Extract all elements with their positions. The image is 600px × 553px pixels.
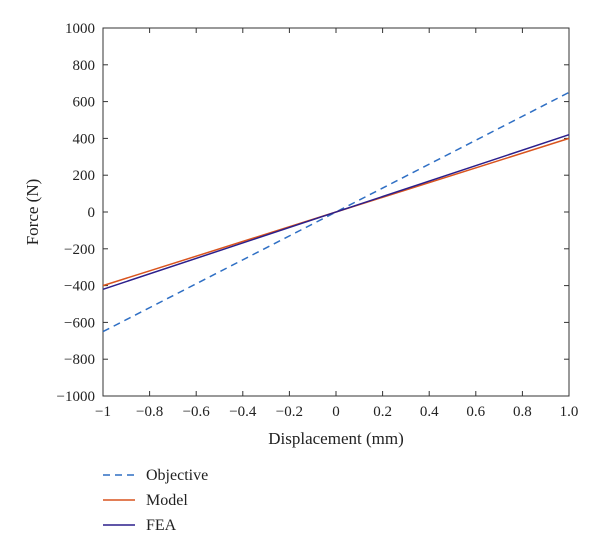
- x-axis-title: Displacement (mm): [268, 429, 404, 448]
- y-tick-label: 800: [73, 58, 96, 74]
- y-tick-label: 0: [88, 205, 96, 221]
- y-tick-label: 400: [73, 131, 96, 147]
- legend-label: FEA: [146, 517, 177, 534]
- y-tick-label: −200: [64, 242, 95, 258]
- y-tick-label: −400: [64, 279, 95, 295]
- x-tick-label: 0.6: [466, 404, 485, 420]
- x-tick-label: 1.0: [560, 404, 579, 420]
- y-tick-label: 600: [73, 95, 96, 111]
- y-tick-label: −1000: [57, 389, 95, 405]
- x-tick-label: 0.8: [513, 404, 532, 420]
- x-tick-label: −1: [95, 404, 111, 420]
- legend: Objective Model FEA: [103, 467, 208, 534]
- y-tick-label: 200: [73, 168, 96, 184]
- legend-label: Model: [146, 492, 188, 509]
- x-tick-label: −0.4: [229, 404, 257, 420]
- x-tick-label: −0.8: [136, 404, 163, 420]
- x-tick-label: 0.2: [373, 404, 392, 420]
- series-lines: [102, 91, 570, 333]
- x-tick-label: −0.2: [276, 404, 303, 420]
- y-axis-title: Force (N): [23, 179, 42, 246]
- axis-ticks: −1 −0.8 −0.6 −0.4 −0.2 0 0.2 0.4 0.6 0.8 1.0 −1000 −…: [57, 21, 579, 420]
- x-tick-label: 0.4: [420, 404, 439, 420]
- y-tick-label: −800: [64, 352, 95, 368]
- x-tick-label: −0.6: [183, 404, 211, 420]
- series-line-objective: [102, 91, 570, 333]
- x-tick-label: 0: [332, 404, 340, 420]
- legend-label: Objective: [146, 467, 208, 484]
- y-tick-label: 1000: [65, 21, 95, 37]
- y-tick-label: −600: [64, 315, 95, 331]
- series-line-fea: [102, 134, 570, 290]
